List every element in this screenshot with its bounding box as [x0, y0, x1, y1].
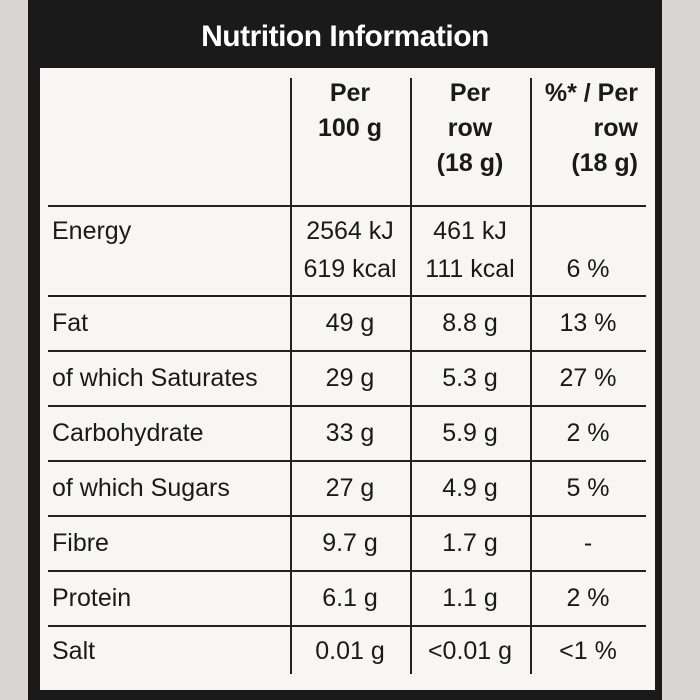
- column-rule: [410, 78, 412, 674]
- row-label: Energy: [52, 217, 132, 245]
- row-rule: [48, 515, 646, 517]
- column-header: row: [593, 114, 638, 142]
- cell-value: 9.7 g: [322, 528, 378, 557]
- cell-value: 2564 kJ: [306, 217, 394, 245]
- cell-value: 1.1 g: [442, 583, 498, 612]
- row-label: Fat: [52, 308, 89, 337]
- cell-value: 6.1 g: [322, 583, 378, 612]
- column-header: row: [447, 114, 493, 142]
- row-rule: [48, 350, 646, 352]
- cell-value: 49 g: [325, 308, 375, 337]
- cell-value: 29 g: [325, 363, 375, 392]
- cell-value: 461 kJ: [433, 217, 507, 245]
- column-rule: [530, 78, 532, 674]
- column-header: Per: [329, 79, 371, 107]
- cell-value: 8.8 g: [442, 308, 498, 337]
- cell-value: 13 %: [559, 308, 617, 337]
- cell-value: <0.01 g: [427, 636, 513, 665]
- row-label: of which Sugars: [52, 473, 230, 502]
- cell-value: 27 %: [559, 363, 617, 392]
- row-label: of which Saturates: [52, 363, 258, 392]
- cell-value: 2 %: [566, 583, 610, 612]
- row-rule: [48, 295, 646, 297]
- cell-value: 27 g: [325, 473, 375, 502]
- row-rule: [48, 460, 646, 462]
- row-label: Fibre: [52, 528, 109, 557]
- cell-value: 2 %: [566, 418, 610, 447]
- column-rule: [290, 78, 292, 674]
- title: Nutrition Information: [201, 20, 489, 53]
- column-header: (18 g): [571, 149, 638, 177]
- cell-value: 5 %: [566, 473, 610, 502]
- row-label: Carbohydrate: [52, 418, 204, 447]
- row-rule: [48, 570, 646, 572]
- table-panel: [40, 68, 655, 690]
- cell-value: 111 kcal: [425, 255, 515, 283]
- cell-value: 6 %: [566, 255, 610, 283]
- column-header: 100 g: [318, 114, 382, 142]
- cell-value: 1.7 g: [442, 528, 498, 557]
- cell-value: 33 g: [325, 418, 375, 447]
- row-rule: [48, 625, 646, 627]
- row-rule: [48, 405, 646, 407]
- cell-value: -: [583, 528, 593, 557]
- cell-value: 4.9 g: [442, 473, 498, 502]
- column-header: %* / Per: [544, 79, 638, 107]
- row-rule: [48, 205, 646, 207]
- cell-value: 5.3 g: [442, 363, 498, 392]
- row-label: Salt: [52, 636, 96, 665]
- column-header: Per: [449, 79, 491, 107]
- row-label: Protein: [52, 583, 132, 612]
- cell-value: 0.01 g: [315, 636, 385, 665]
- cell-value: 619 kcal: [303, 255, 397, 283]
- column-header: (18 g): [436, 149, 504, 177]
- cell-value: <1 %: [559, 636, 617, 665]
- cell-value: 5.9 g: [442, 418, 498, 447]
